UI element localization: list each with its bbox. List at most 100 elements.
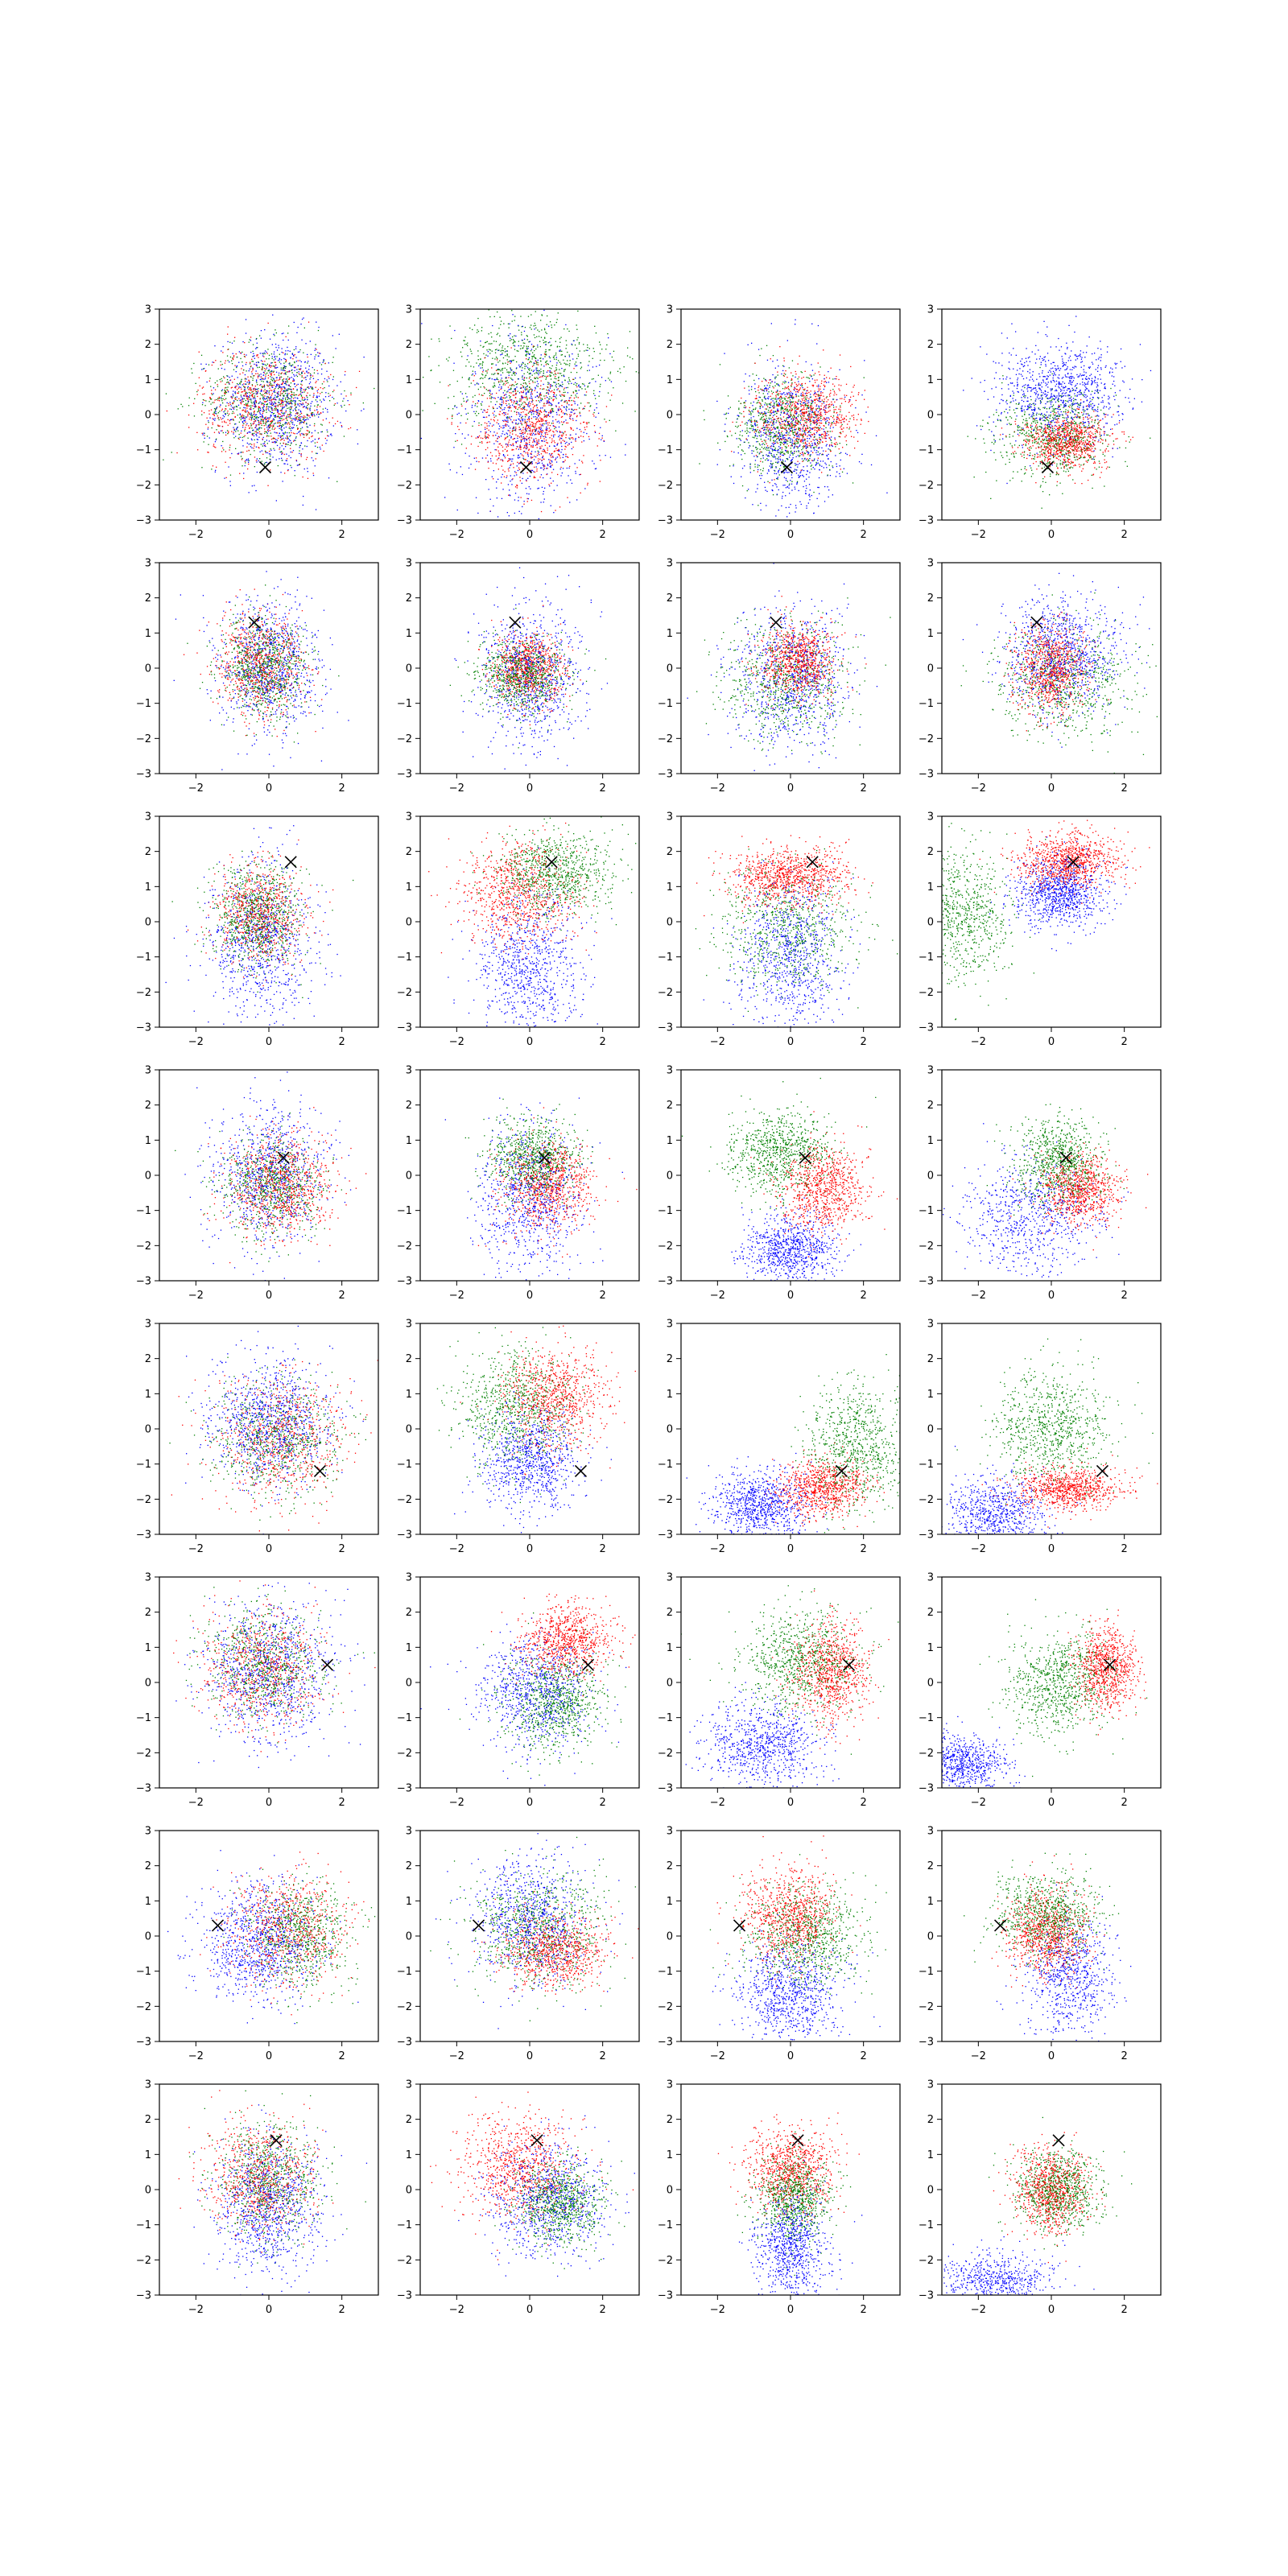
green-point — [504, 390, 505, 391]
blue-point — [553, 512, 554, 513]
green-point — [536, 377, 537, 378]
red-point — [221, 451, 222, 452]
red-point — [245, 390, 246, 391]
green-point — [292, 372, 293, 373]
scatter-points — [163, 315, 374, 510]
red-point — [532, 457, 533, 458]
red-point — [557, 373, 558, 374]
green-point — [250, 399, 251, 400]
blue-point — [261, 338, 262, 339]
green-point — [525, 382, 526, 383]
red-point — [242, 372, 243, 373]
green-point — [303, 391, 304, 392]
green-point — [212, 394, 213, 395]
blue-point — [506, 477, 507, 478]
blue-point — [514, 513, 515, 514]
blue-point — [534, 459, 535, 460]
green-point — [498, 349, 499, 350]
blue-point — [784, 437, 785, 438]
red-point — [547, 443, 548, 444]
blue-point — [245, 420, 246, 421]
green-point — [249, 399, 250, 400]
red-point — [241, 403, 242, 404]
red-point — [293, 388, 294, 389]
green-point — [295, 444, 296, 445]
red-point — [530, 445, 531, 446]
red-point — [335, 403, 336, 404]
green-point — [264, 441, 265, 442]
green-point — [523, 342, 524, 343]
red-point — [488, 434, 489, 435]
red-point — [531, 437, 532, 438]
blue-point — [490, 499, 491, 500]
green-point — [314, 373, 315, 374]
red-point — [245, 460, 246, 461]
blue-point — [550, 370, 551, 371]
blue-point — [272, 356, 273, 357]
green-point — [249, 406, 250, 407]
green-point — [250, 377, 251, 378]
green-point — [526, 351, 527, 352]
red-point — [301, 413, 302, 414]
red-point — [271, 439, 272, 440]
blue-point — [531, 454, 532, 455]
red-point — [829, 396, 830, 397]
blue-point — [556, 412, 557, 413]
green-point — [636, 371, 637, 372]
blue-point — [274, 382, 275, 383]
green-point — [510, 388, 511, 389]
green-point — [576, 324, 577, 325]
blue-point — [542, 487, 543, 488]
red-point — [545, 452, 546, 453]
green-point — [250, 454, 251, 455]
red-point — [530, 457, 531, 458]
blue-point — [543, 365, 544, 366]
red-point — [314, 425, 315, 426]
green-point — [311, 414, 312, 415]
green-point — [221, 378, 222, 379]
green-point — [570, 360, 571, 361]
blue-point — [523, 392, 524, 393]
red-point — [499, 436, 500, 437]
green-point — [527, 363, 528, 364]
green-point — [580, 402, 581, 403]
green-point — [245, 416, 246, 417]
blue-point — [302, 422, 303, 423]
green-point — [294, 392, 295, 393]
green-point — [794, 407, 795, 408]
blue-point — [605, 455, 606, 456]
green-point — [265, 451, 266, 452]
y-tick-label: 0 — [406, 410, 412, 422]
blue-point — [298, 352, 299, 353]
green-point — [507, 436, 508, 437]
blue-point — [311, 403, 312, 404]
blue-point — [549, 356, 550, 357]
green-point — [272, 428, 273, 429]
red-point — [550, 430, 551, 431]
blue-point — [290, 440, 291, 441]
red-point — [529, 362, 530, 363]
green-point — [558, 360, 559, 361]
blue-point — [235, 436, 236, 437]
red-point — [525, 459, 526, 460]
green-point — [471, 382, 472, 383]
blue-point — [298, 464, 299, 465]
green-point — [610, 400, 611, 401]
red-point — [565, 437, 566, 438]
green-point — [270, 379, 271, 380]
green-point — [193, 363, 194, 364]
green-point — [791, 382, 792, 383]
green-point — [544, 410, 545, 411]
green-point — [303, 400, 304, 401]
blue-point — [775, 368, 776, 369]
blue-point — [290, 416, 291, 417]
blue-point — [568, 468, 569, 469]
blue-point — [512, 405, 513, 406]
red-point — [507, 361, 508, 362]
red-point — [289, 371, 290, 372]
blue-point — [290, 435, 291, 436]
red-point — [487, 411, 488, 412]
blue-point — [539, 462, 540, 463]
green-point — [491, 343, 492, 344]
green-point — [241, 381, 242, 382]
